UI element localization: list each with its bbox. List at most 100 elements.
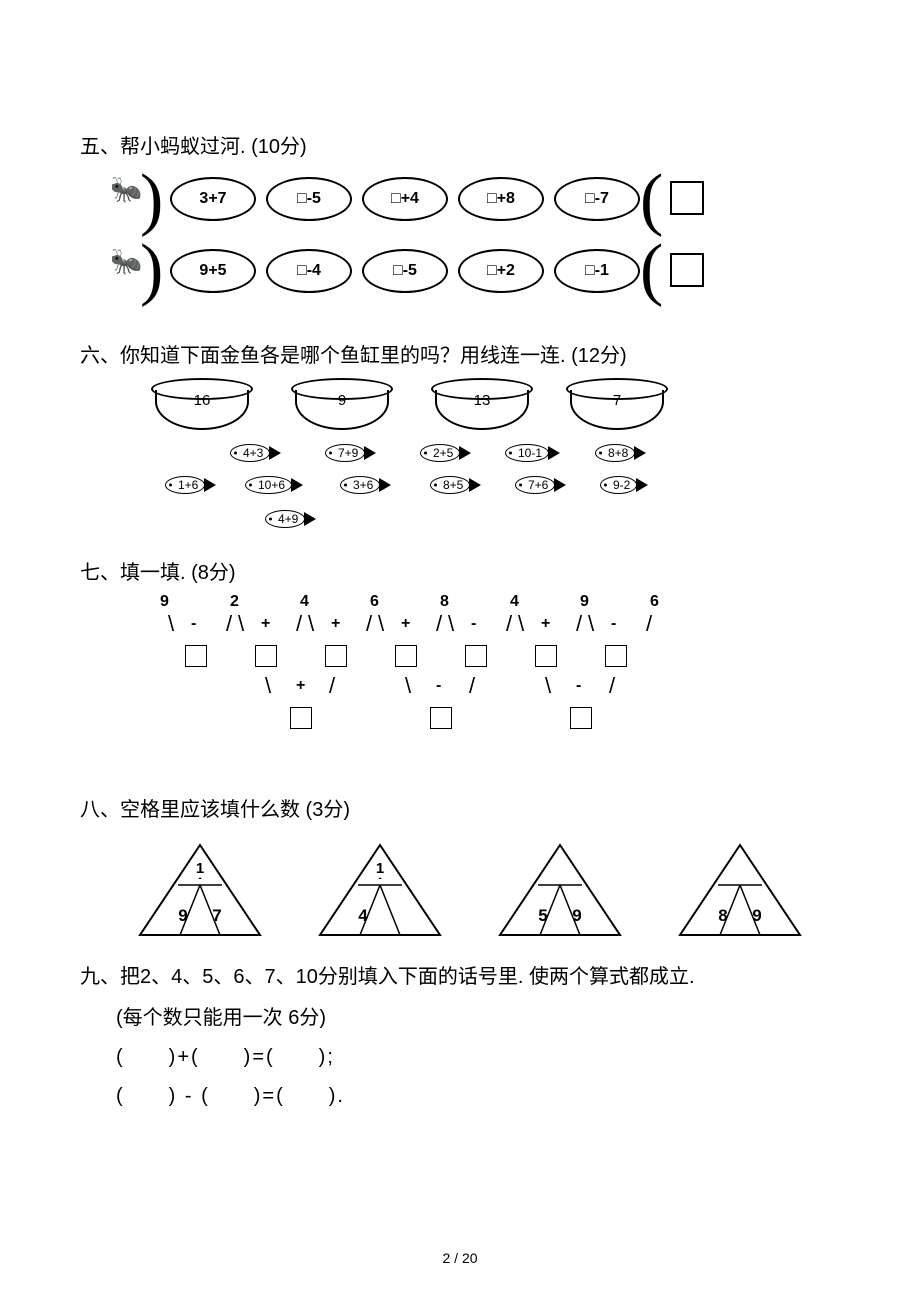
answer-box [395,645,417,667]
fishbowl: 9 [295,390,389,430]
answer-box [255,645,277,667]
stone: □-5 [266,177,352,221]
stone: 3+7 [170,177,256,221]
q6-figure: 16 9 13 7 4+37+92+510-18+81+610+63+68+57… [110,376,840,546]
bowl-label: 16 [194,392,211,409]
q7-number: 9 [160,593,169,611]
brace-right-top: ( [640,165,663,235]
brace-left-bottom: ) [140,235,163,305]
triangle: 1 - 9 7 [130,840,270,940]
q9-sub: (每个数只能用一次 6分) [116,1001,840,1030]
q7-number: 6 [370,593,379,611]
q7-operator: - [436,677,441,695]
slash: \ [168,611,174,637]
answer-box [570,707,592,729]
slash: \ [238,611,244,637]
slash: / [469,673,475,699]
slash: / [609,673,615,699]
q8-figure: 1 - 9 7 1 - 4 5 9 [130,840,840,940]
slash: \ [588,611,594,637]
answer-box [670,181,704,215]
triangle: 8 9 [670,840,810,940]
fish-item: 1+6 [165,476,205,494]
q5-row1: 3+7 □-5 □+4 □+8 □-7 [170,177,640,221]
q5-figure: 🐜 🐜 ) ) 3+7 □-5 □+4 □+8 □-7 9+5 □-4 □-5 … [110,167,840,327]
stone: □+4 [362,177,448,221]
ant-icon: 🐜 [110,175,142,205]
q7-number: 8 [440,593,449,611]
q5-row2: 9+5 □-4 □-5 □+2 □-1 [170,249,640,293]
slash: / [506,611,512,637]
fish-item: 8+8 [595,444,635,462]
fish-item: 9-2 [600,476,637,494]
q7-operator: - [191,615,196,633]
slash: \ [448,611,454,637]
slash: / [576,611,582,637]
q7-operator: - [611,615,616,633]
slash: / [296,611,302,637]
slash: \ [378,611,384,637]
fish-item: 7+9 [325,444,365,462]
q9-title: 九、把2、4、5、6、7、10分别填入下面的话号里. 使两个算式都成立. [80,960,840,989]
q5-title: 五、帮小蚂蚁过河. (10分) [80,130,840,159]
fish-item: 3+6 [340,476,380,494]
bowl-label: 13 [474,392,491,409]
fish-item: 8+5 [430,476,470,494]
q7-number: 4 [300,593,309,611]
fish-item: 10-1 [505,444,549,462]
answer-box [185,645,207,667]
worksheet-page: 五、帮小蚂蚁过河. (10分) 🐜 🐜 ) ) 3+7 □-5 □+4 □+8 … [0,0,920,1302]
slash: \ [405,673,411,699]
answer-box [670,253,704,287]
slash: / [436,611,442,637]
slash: \ [265,673,271,699]
bowl-label: 9 [338,392,346,409]
q7-operator: - [576,677,581,695]
bowl-label: 7 [613,392,621,409]
fishbowl: 7 [570,390,664,430]
ant-icon: 🐜 [110,247,142,277]
triangle: 1 - 4 [310,840,450,940]
q7-operator: - [471,615,476,633]
stone: □-5 [362,249,448,293]
answer-box [325,645,347,667]
q7-number: 9 [580,593,589,611]
answer-box [535,645,557,667]
q8-title: 八、空格里应该填什么数 (3分) [80,793,840,822]
slash: \ [545,673,551,699]
stone: □-7 [554,177,640,221]
q6-title: 六、你知道下面金鱼各是哪个鱼缸里的吗？用线连一连. (12分) [80,339,840,368]
triangle: 5 9 [490,840,630,940]
fishbowl: 13 [435,390,529,430]
fish-item: 2+5 [420,444,460,462]
slash: / [646,611,652,637]
stone: □-1 [554,249,640,293]
answer-box [430,707,452,729]
brace-left-top: ) [140,165,163,235]
slash: \ [518,611,524,637]
slash: / [366,611,372,637]
fish-item: 10+6 [245,476,292,494]
slash: / [226,611,232,637]
q9-line1: ( )+( )=( ); [116,1040,840,1069]
q7-number: 2 [230,593,239,611]
q7-operator: + [261,615,270,633]
brace-right-bottom: ( [640,235,663,305]
answer-box [465,645,487,667]
q7-number: 6 [650,593,659,611]
q7-operator: + [331,615,340,633]
q7-number: 4 [510,593,519,611]
q9-line2: ( ) - ( )=( ). [116,1079,840,1108]
stone: □+2 [458,249,544,293]
q7-operator: + [541,615,550,633]
fish-item: 4+9 [265,510,305,528]
stone: □+8 [458,177,544,221]
q7-operator: + [401,615,410,633]
stone: □-4 [266,249,352,293]
stone: 9+5 [170,249,256,293]
answer-box [605,645,627,667]
fish-item: 4+3 [230,444,270,462]
q7-figure: 92468496\/-\/+\/+\/+\/-\/+\/-\/+\/-\/- [110,593,840,783]
q7-operator: + [296,677,305,695]
slash: / [329,673,335,699]
